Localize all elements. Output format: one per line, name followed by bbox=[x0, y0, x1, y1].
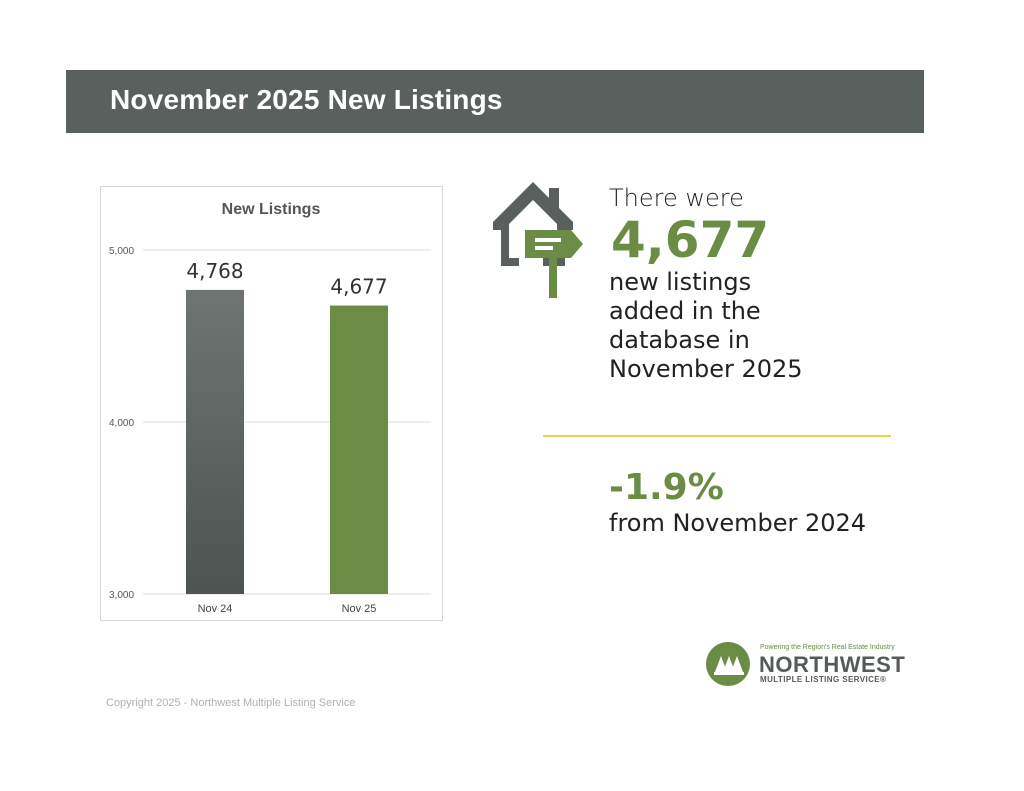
header-bar: November 2025 New Listings bbox=[66, 70, 924, 133]
copyright-text: Copyright 2025 - Northwest Multiple List… bbox=[106, 697, 356, 709]
change-block: -1.9% from November 2024 bbox=[609, 468, 929, 538]
logo-mark-icon bbox=[706, 642, 750, 686]
change-value: -1.9% bbox=[609, 467, 724, 508]
chart-svg: New Listings 3,000 4,000 5,000 4,768 Nov 24 4,… bbox=[109, 201, 431, 615]
bar-nov-25 bbox=[330, 305, 388, 594]
summary-block: There were 4,677 new listings added in t… bbox=[609, 184, 899, 384]
logo-name: NORTHWEST bbox=[759, 652, 906, 677]
y-tick-label: 3,000 bbox=[109, 590, 134, 601]
new-listings-chart: New Listings 3,000 4,000 5,000 4,768 Nov 24 4,… bbox=[100, 186, 443, 621]
bar-nov-24 bbox=[186, 289, 244, 594]
data-label: 4,677 bbox=[330, 275, 387, 299]
nwmls-logo: Powering the Region's Real Estate Indust… bbox=[706, 642, 906, 688]
x-tick-label: Nov 25 bbox=[342, 603, 377, 615]
summary-description: new listings added in the database in No… bbox=[609, 268, 803, 383]
page-title: November 2025 New Listings bbox=[110, 84, 503, 115]
x-tick-label: Nov 24 bbox=[198, 603, 233, 615]
divider bbox=[543, 435, 891, 437]
logo-tagline: Powering the Region's Real Estate Indust… bbox=[760, 644, 895, 651]
summary-pre-text: There were bbox=[609, 184, 744, 212]
data-label: 4,768 bbox=[186, 259, 243, 283]
y-tick-label: 5,000 bbox=[109, 246, 134, 257]
summary-value: 4,677 bbox=[611, 211, 770, 269]
y-tick-label: 4,000 bbox=[109, 418, 134, 429]
chart-title: New Listings bbox=[222, 201, 321, 218]
change-label: from November 2024 bbox=[609, 509, 867, 537]
logo-subtitle: MULTIPLE LISTING SERVICE® bbox=[760, 675, 887, 684]
house-signpost-icon bbox=[483, 178, 583, 298]
